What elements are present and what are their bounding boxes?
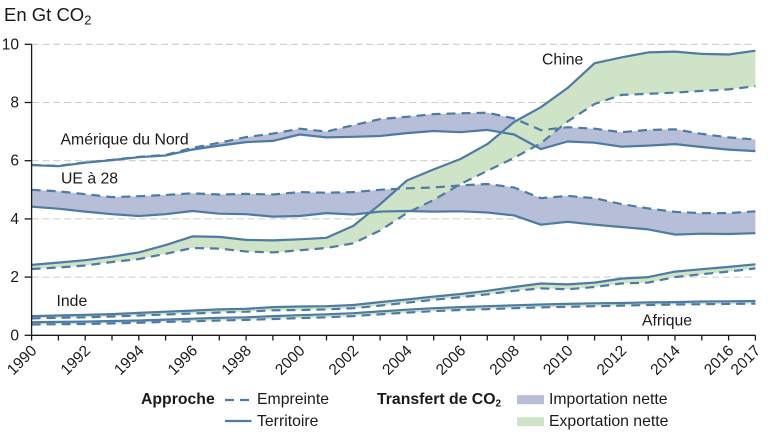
svg-text:En Gt CO2: En Gt CO2 [4, 4, 91, 28]
svg-text:Afrique: Afrique [642, 312, 692, 329]
svg-text:UE à 28: UE à 28 [61, 171, 118, 188]
svg-text:Amérique du Nord: Amérique du Nord [61, 131, 189, 148]
svg-text:Territoire: Territoire [257, 413, 319, 430]
svg-text:Empreinte: Empreinte [257, 391, 329, 408]
svg-text:Exportation nette: Exportation nette [549, 413, 669, 430]
svg-text:Importation nette: Importation nette [549, 391, 668, 408]
svg-text:0: 0 [10, 327, 19, 344]
svg-text:8: 8 [10, 95, 19, 112]
svg-text:Inde: Inde [57, 293, 88, 310]
svg-text:4: 4 [10, 211, 19, 228]
svg-text:Approche: Approche [141, 391, 215, 408]
svg-text:Chine: Chine [542, 52, 583, 69]
svg-text:10: 10 [2, 36, 20, 53]
svg-text:6: 6 [10, 153, 19, 170]
svg-text:Transfert de CO2: Transfert de CO2 [377, 391, 502, 410]
svg-text:2: 2 [10, 269, 19, 286]
